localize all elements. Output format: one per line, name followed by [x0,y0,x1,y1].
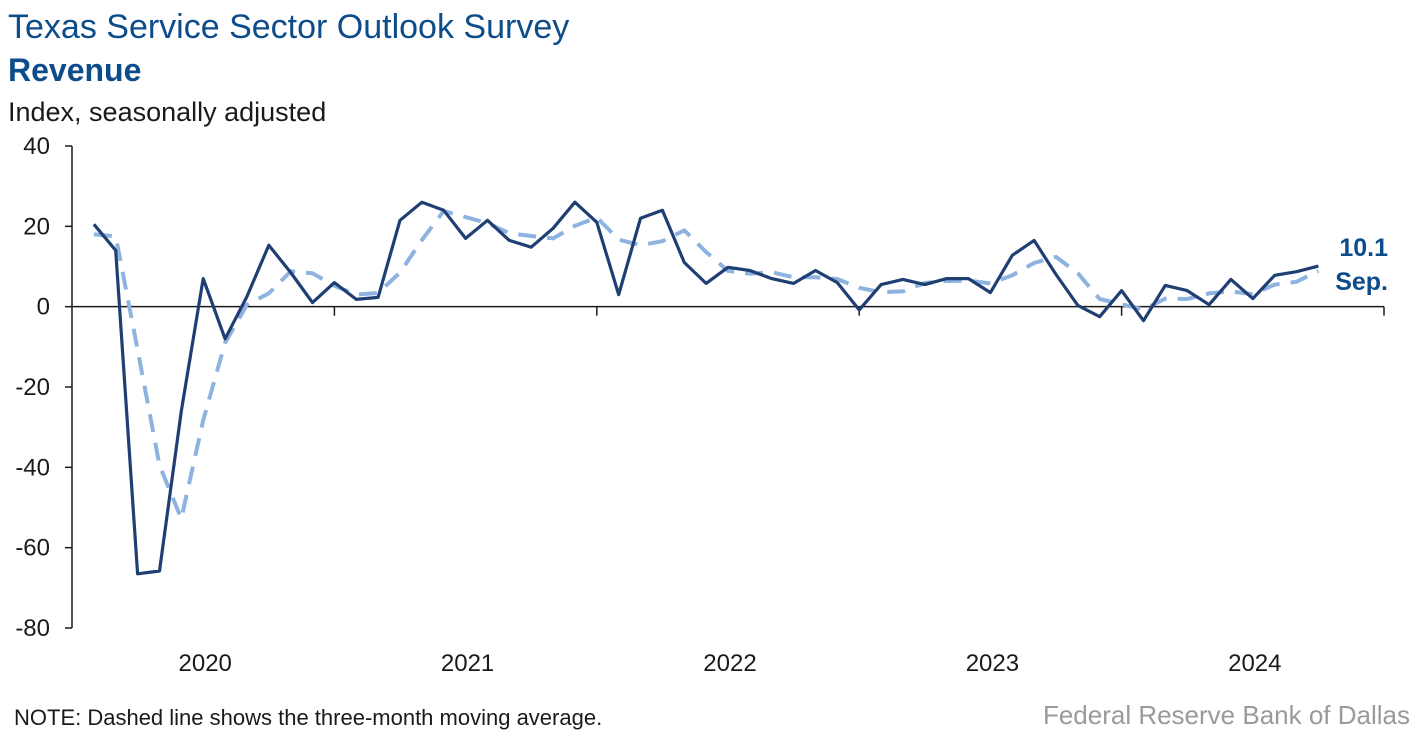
x-tick-label: 2021 [441,650,494,677]
chart-subtitle: Revenue [8,52,142,88]
x-tick-label: 2023 [966,650,1019,677]
source-credit: Federal Reserve Bank of Dallas [1042,700,1410,730]
x-tick-label: 2024 [1228,650,1281,677]
y-tick-label: -60 [15,535,50,562]
x-tick-label: 2020 [179,650,232,677]
chart-series [92,200,1320,576]
chart-title: Texas Service Sector Outlook Survey [8,8,570,46]
chart-labels: 10.1 Sep. [1335,234,1388,296]
y-axis-unit-label: Index, seasonally adjusted [8,97,327,127]
y-tick-label: 40 [23,133,50,160]
y-tick-label: 0 [37,294,50,321]
footnote: NOTE: Dashed line shows the three-month … [14,705,603,730]
y-tick-label: 20 [23,213,50,240]
revenue-index-line [92,200,1319,576]
y-tick-label: -20 [15,374,50,401]
latest-month-label: Sep. [1335,268,1388,296]
latest-value-label: 10.1 [1339,234,1388,262]
chart-axes: 40 20 0 -20 -40 -60 -80 2020 2021 2022 2023 2024 [15,133,1385,677]
y-tick-label: -40 [15,454,50,481]
moving-average-line [93,209,1320,521]
x-tick-label: 2022 [703,650,756,677]
y-tick-label: -80 [15,615,50,642]
